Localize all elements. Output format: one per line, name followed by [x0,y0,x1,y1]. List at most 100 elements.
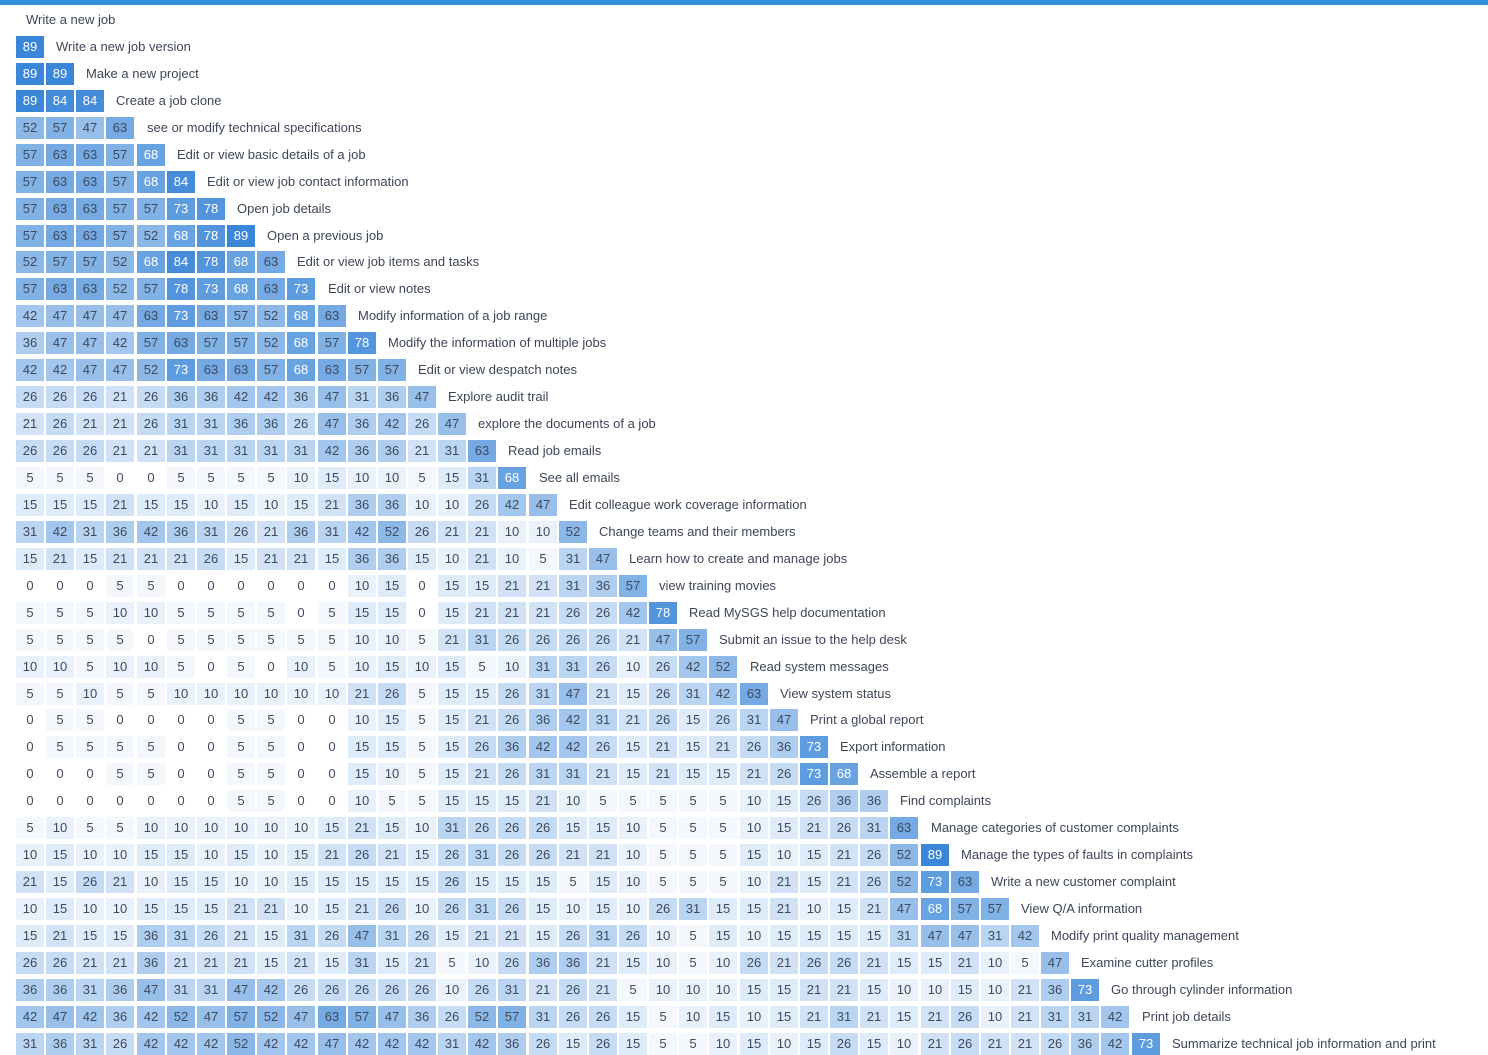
matrix-cell: 57 [16,198,44,220]
matrix-cell: 15 [16,548,44,570]
matrix-cell: 0 [76,763,104,785]
matrix-cell: 36 [378,494,406,516]
matrix-cell: 26 [408,979,436,1001]
matrix-cell: 5 [649,844,677,866]
matrix-cell: 5 [46,467,74,489]
matrix-cell: 26 [408,413,436,435]
matrix-cell: 5 [679,1033,707,1055]
matrix-cell: 47 [318,1033,346,1055]
matrix-cell: 73 [800,763,828,785]
matrix-cell: 21 [800,817,828,839]
matrix-cell: 10 [438,494,466,516]
matrix-cell: 26 [408,925,436,947]
matrix-cell: 5 [318,602,346,624]
matrix-cell: 5 [559,871,587,893]
matrix-cell: 42 [679,656,707,678]
matrix-cell: 57 [378,359,406,381]
row-label: view training movies [659,578,777,593]
matrix-cell: 21 [106,413,134,435]
matrix-cell: 10 [890,979,918,1001]
matrix-cell: 26 [318,979,346,1001]
matrix-cell: 36 [378,548,406,570]
matrix-cell: 31 [1071,1006,1099,1028]
matrix-cell: 10 [709,1033,737,1055]
matrix-cell: 31 [287,440,315,462]
matrix-cell: 21 [227,898,255,920]
matrix-cell: 57 [137,198,165,220]
matrix-cell: 78 [649,602,677,624]
matrix-cell: 10 [981,952,1009,974]
matrix-cell: 15 [619,1033,647,1055]
matrix-cell: 15 [709,763,737,785]
matrix-cell: 42 [46,521,74,543]
matrix-cell: 10 [438,979,466,1001]
matrix-cell: 36 [498,1033,526,1055]
matrix-cell: 15 [257,925,285,947]
matrix-cell: 15 [619,763,647,785]
matrix-cell: 0 [167,736,195,758]
matrix-cell: 26 [348,844,376,866]
matrix-cell: 0 [197,736,225,758]
matrix-cell: 26 [559,602,587,624]
matrix-cell: 63 [76,171,104,193]
matrix-cell: 21 [770,871,798,893]
matrix-cell: 42 [16,305,44,327]
matrix-cell: 0 [287,709,315,731]
matrix-cell: 42 [498,494,526,516]
matrix-cell: 36 [770,736,798,758]
matrix-cell: 57 [106,171,134,193]
matrix-cell: 15 [46,871,74,893]
matrix-cell: 5 [137,736,165,758]
matrix-cell: 15 [468,871,496,893]
matrix-cell: 5 [679,952,707,974]
matrix-cell: 10 [76,844,104,866]
matrix-cell: 15 [378,656,406,678]
matrix-cell: 21 [167,952,195,974]
matrix-cell: 21 [559,844,587,866]
matrix-cell: 63 [76,225,104,247]
matrix-cell: 0 [287,763,315,785]
matrix-cell: 31 [559,575,587,597]
matrix-cell: 31 [348,386,376,408]
matrix-cell: 21 [619,709,647,731]
matrix-cell: 31 [890,925,918,947]
matrix-cell: 15 [197,871,225,893]
matrix-cell: 15 [438,925,466,947]
matrix-cell: 26 [589,656,617,678]
matrix-cell: 10 [257,683,285,705]
matrix-cell: 0 [318,736,346,758]
matrix-cell: 5 [649,790,677,812]
matrix-cell: 5 [408,763,436,785]
matrix-cell: 57 [16,144,44,166]
matrix-cell: 21 [619,629,647,651]
matrix-cell: 10 [679,979,707,1001]
matrix-cell: 0 [197,763,225,785]
matrix-cell: 31 [468,844,496,866]
matrix-cell: 15 [287,844,315,866]
matrix-cell: 47 [318,413,346,435]
matrix-cell: 26 [498,709,526,731]
matrix-cell: 26 [438,844,466,866]
matrix-cell: 5 [709,871,737,893]
matrix-cell: 31 [167,413,195,435]
matrix-cell: 57 [137,332,165,354]
matrix-cell: 63 [227,359,255,381]
matrix-cell: 21 [740,763,768,785]
matrix-cell: 5 [257,467,285,489]
matrix-cell: 10 [709,979,737,1001]
matrix-cell: 26 [860,844,888,866]
matrix-cell: 10 [287,683,315,705]
matrix-cell: 10 [167,683,195,705]
matrix-cell: 15 [740,844,768,866]
matrix-cell: 47 [378,1006,406,1028]
matrix-cell: 52 [709,656,737,678]
matrix-cell: 42 [137,521,165,543]
matrix-cell: 10 [378,467,406,489]
matrix-cell: 21 [770,952,798,974]
matrix-cell: 15 [257,952,285,974]
matrix-cell: 57 [257,359,285,381]
matrix-cell: 63 [740,683,768,705]
matrix-cell: 15 [408,871,436,893]
matrix-cell: 5 [619,979,647,1001]
matrix-cell: 26 [16,440,44,462]
